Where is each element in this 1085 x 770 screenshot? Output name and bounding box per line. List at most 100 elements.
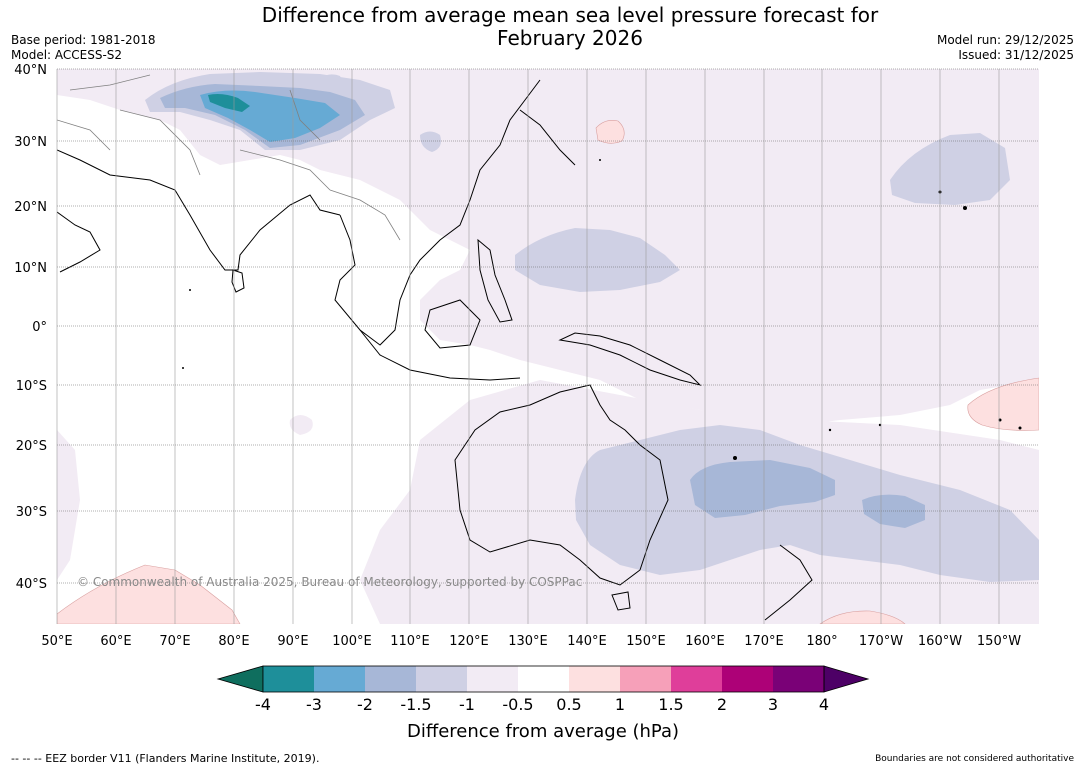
longitude-label: 70°E: [159, 634, 190, 649]
anomaly-region-mid-small2: [420, 131, 441, 152]
coast-japan: [519, 109, 576, 166]
anomaly-region-mid-northeast: [890, 133, 1010, 205]
colorbar-extend-low: [216, 665, 264, 693]
longitude-label: 140°E: [567, 634, 607, 649]
colorbar-segment: [467, 666, 518, 692]
longitude-label: 170°E: [744, 634, 784, 649]
colorbar-segment: [314, 666, 365, 692]
colorbar-tick-label: 2: [717, 695, 727, 714]
issued-date: Issued: 31/12/2025: [958, 48, 1074, 62]
anomaly-region-strong-south2: [862, 494, 925, 528]
coast-new-guinea: [558, 332, 702, 386]
coast-new-zealand: [764, 544, 813, 621]
coast-australia: [454, 384, 669, 586]
colorbar-tick-label: -1.5: [400, 695, 431, 714]
coast-srilanka: [231, 269, 245, 293]
latitude-label: 20°N: [14, 200, 47, 215]
colorbar-segment: [518, 666, 569, 692]
colorbar-tick-label: -2: [357, 695, 373, 714]
latitude-label: 30°N: [14, 135, 47, 150]
island-dot: [599, 159, 601, 161]
coast-india: [57, 149, 341, 271]
coast-tasmania: [611, 591, 631, 611]
longitude-label: 160°E: [685, 634, 725, 649]
latitude-label: 20°S: [16, 439, 47, 454]
coast-borneo: [424, 299, 481, 349]
colorbar-extend-high: [823, 665, 870, 693]
longitude-label: 170°W: [859, 634, 903, 649]
colorbar-segment: [671, 666, 722, 692]
coast-sumatra-java: [359, 329, 521, 381]
coast-philippines: [477, 238, 513, 323]
longitude-label: 120°E: [449, 634, 489, 649]
longitude-label: 130°E: [508, 634, 548, 649]
longitude-label: 90°E: [277, 634, 308, 649]
colorbar-segment: [773, 666, 824, 692]
anomaly-positive-southwest: [57, 564, 241, 624]
latitude-label: 30°S: [16, 505, 47, 520]
colorbar-tick-label: 0.5: [556, 695, 581, 714]
latitude-label: 40°N: [14, 63, 47, 78]
meta-right: Model run: 29/12/2025 Issued: 31/12/2025: [937, 33, 1074, 63]
model-name: Model: ACCESS-S2: [11, 48, 123, 62]
colorbar-title: Difference from average (hPa): [407, 721, 679, 742]
latitude-labels: 40°N 30°N 20°N 10°N 0° 10°S 20°S 30°S 40°S: [14, 63, 47, 592]
anomaly-region-mid-small1: [320, 74, 342, 87]
anomaly-positive-japan: [595, 120, 625, 144]
colorbar-segment: [416, 666, 467, 692]
longitude-label: 50°E: [41, 634, 72, 649]
island-dot: [733, 456, 737, 460]
longitude-label: 160°W: [918, 634, 962, 649]
pressure-anomaly-shading: [57, 69, 1039, 624]
island-dot: [828, 428, 832, 432]
longitude-label: 150°E: [626, 634, 666, 649]
colorbar-tick-label: -3: [306, 695, 322, 714]
latitude-label: 10°S: [16, 379, 47, 394]
colorbar-tick-label: 1: [615, 695, 625, 714]
colorbar-tick-label: -0.5: [502, 695, 533, 714]
anomaly-positive-south: [819, 610, 906, 624]
island-dot: [1018, 426, 1022, 430]
colorbar: -4 -3 -2 -1.5 -1 -0.5 0.5 1 1.5 2 3 4: [216, 665, 870, 714]
island-dot: [963, 206, 967, 210]
colorbar-segment: [722, 666, 773, 692]
anomaly-positive-east: [967, 377, 1039, 431]
latitude-label: 40°S: [16, 577, 47, 592]
anomaly-region-extreme: [208, 94, 250, 112]
latitude-label: 10°N: [14, 261, 47, 276]
colorbar-tick-label: 1.5: [658, 695, 683, 714]
meta-left: Base period: 1981-2018 Model: ACCESS-S2: [11, 33, 156, 63]
colorbar-tick-label: -1: [459, 695, 475, 714]
longitude-label: 180°: [806, 634, 837, 649]
colorbar-segment: [620, 666, 671, 692]
colorbar-outline: [262, 665, 825, 693]
island-dot: [189, 289, 191, 291]
longitude-label: 100°E: [332, 634, 372, 649]
colorbar-segment: [263, 666, 314, 692]
graticule: [56, 68, 1039, 624]
model-run: Model run: 29/12/2025: [936, 33, 1074, 47]
eez-footnote: -- -- -- EEZ border V11 (Flanders Marine…: [11, 752, 320, 765]
title-line-2: February 2026: [497, 26, 643, 50]
anomaly-region-mid-pacific: [515, 228, 680, 292]
colorbar-segment: [569, 666, 620, 692]
anomaly-region-light-west: [57, 430, 80, 580]
longitude-label: 150°W: [977, 634, 1021, 649]
longitude-label: 110°E: [390, 634, 430, 649]
title-line-1: Difference from average mean sea level p…: [261, 3, 879, 27]
longitude-labels: 50°E 60°E 70°E 80°E 90°E 100°E 110°E 120°E 130°E…: [41, 634, 1021, 649]
coast-arabia: [57, 211, 101, 273]
colorbar-tick-label: 4: [819, 695, 829, 714]
anomaly-region-mid-south: [575, 425, 1039, 582]
copyright-notice: © Commonwealth of Australia 2025, Bureau…: [77, 575, 582, 589]
colorbar-tick-label: -4: [255, 695, 271, 714]
base-period: Base period: 1981-2018: [11, 33, 156, 47]
anomaly-region-strong-south: [690, 460, 835, 518]
latitude-label: 0°: [32, 320, 47, 335]
longitude-label: 60°E: [100, 634, 131, 649]
island-dot: [878, 423, 882, 427]
anomaly-region-light-west2: [289, 415, 313, 435]
island-dot: [182, 367, 184, 369]
colorbar-segment: [365, 666, 416, 692]
